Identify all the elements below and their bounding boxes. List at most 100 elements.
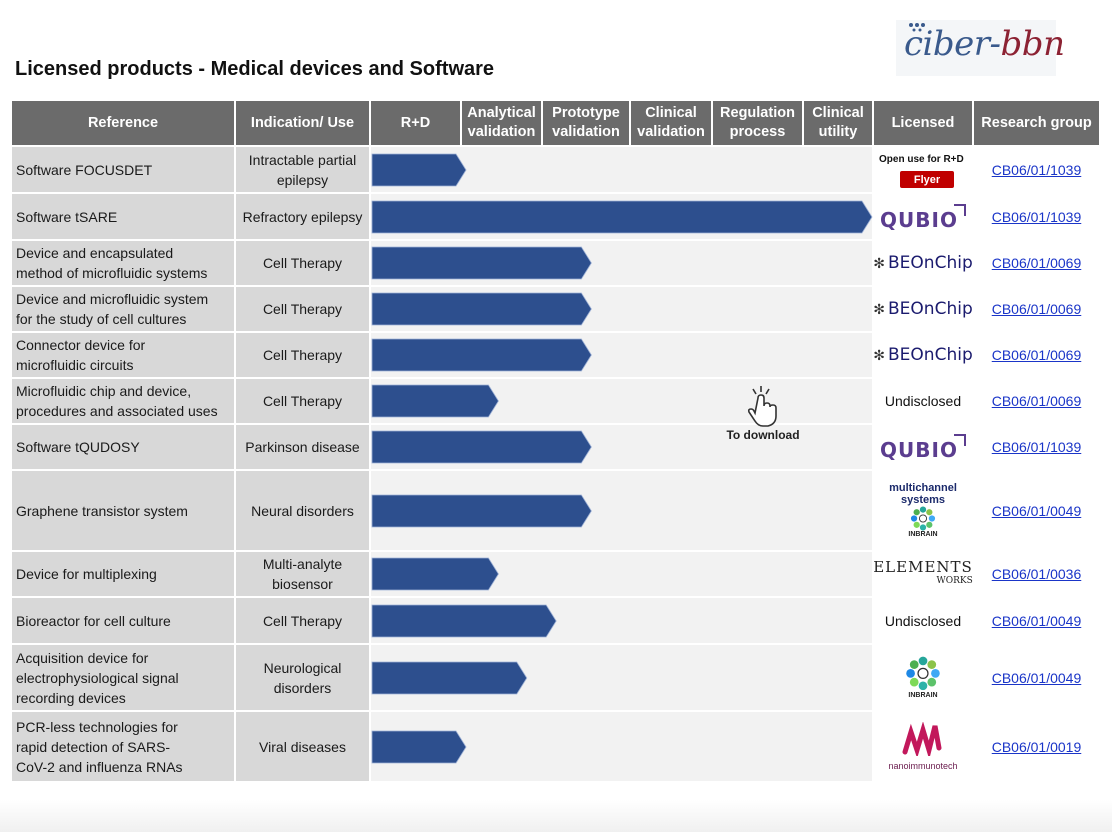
row-reference: Device for multiplexing [12, 552, 234, 596]
research-group-link[interactable]: CB06/01/0069 [991, 301, 1082, 317]
download-link[interactable]: To download [716, 382, 810, 444]
logo-text: ciber-bbn [904, 24, 1065, 64]
header-licensed: Licensed [874, 101, 972, 145]
header-reference-line: Reference [87, 114, 159, 131]
qubio-logo-wrap: QUBIO [880, 203, 966, 232]
progress-arrow-shape [371, 730, 467, 763]
row-research-group: CB06/01/0069 [974, 379, 1099, 423]
progress-arrow-shape [371, 246, 592, 280]
header-reference-text: Reference [88, 114, 158, 133]
research-group-link[interactable]: CB06/01/0069 [991, 347, 1082, 363]
row-indication: Refractory epilepsy [236, 194, 369, 239]
progress-arrow-shape [371, 661, 528, 694]
header-regulation-process-line: process [729, 124, 786, 140]
research-group-link[interactable]: CB06/01/0019 [991, 738, 1082, 755]
reference-line: Connector device for [16, 337, 146, 353]
reference-line: recording devices [16, 689, 126, 706]
progress-arrow [371, 200, 873, 233]
reference-line: CoV-2 and influenza RNAs [16, 758, 183, 775]
header-analytical-validation: Analytical validation [462, 101, 541, 145]
research-group-link[interactable]: CB06/01/1039 [991, 208, 1082, 225]
progress-arrow [371, 384, 499, 418]
flyer-button[interactable]: Flyer [900, 171, 954, 188]
reference-line: Device and encapsulated [16, 245, 174, 261]
header-prototype-validation-line: validation [552, 124, 620, 140]
row-licensee: QUBIO [874, 194, 972, 239]
reference-line: for the study of cell cultures [16, 311, 187, 327]
row-research-group: CB06/01/0069 [974, 333, 1099, 377]
research-group-link[interactable]: CB06/01/0069 [991, 393, 1082, 409]
row-reference: Device and microfluidic system for the st… [12, 287, 234, 331]
indication-text: Viral diseases [259, 737, 346, 757]
indication-line: Cell Therapy [262, 347, 343, 363]
row-licensee: INBRAIN [874, 645, 972, 710]
row-licensee: QUBIO [874, 425, 972, 469]
indication-text: Parkinson disease [245, 437, 359, 457]
row-indication: Cell Therapy [236, 287, 369, 331]
header-indication-text: Indication/ Use [251, 114, 354, 133]
elements-logo-text: ELEMENTS [873, 558, 973, 576]
row-research-group: CB06/01/1039 [974, 147, 1099, 192]
row-licensee: Undisclosed [874, 598, 972, 643]
indication-text: Cell Therapy [263, 253, 342, 273]
indication-text: Cell Therapy [263, 299, 342, 319]
progress-arrow [371, 494, 592, 527]
indication-text: Cell Therapy [263, 611, 342, 631]
row-indication: Cell Therapy [236, 241, 369, 285]
header-analytical-validation-line: Analytical [467, 105, 536, 121]
research-group-link[interactable]: CB06/01/0049 [991, 669, 1082, 686]
indication-line: Intractable partial [248, 151, 357, 168]
header-research-group: Research group [974, 101, 1099, 145]
row-reference: Software FOCUSDET [12, 147, 234, 192]
row-indication: Multi-analyte biosensor [236, 552, 369, 596]
row-research-group: CB06/01/0069 [974, 241, 1099, 285]
reference-text: Software FOCUSDET [16, 160, 152, 180]
header-licensed-line: Licensed [891, 114, 955, 131]
research-group-link[interactable]: CB06/01/0036 [991, 566, 1082, 582]
research-group-link[interactable]: CB06/01/1039 [991, 161, 1082, 178]
row-indication: Cell Therapy [236, 379, 369, 423]
header-licensed-text: Licensed [892, 114, 955, 133]
header-clinical-utility-line: Clinical [812, 105, 864, 121]
row-licensee: ✻ BEOnChip [873, 241, 973, 285]
qubio-logo-wrap: QUBIO [880, 434, 966, 460]
page-title: Licensed products - Medical devices and … [15, 58, 495, 80]
nanoimmunotech-text: nanoimmunotech [888, 761, 958, 771]
header-clinical-utility-text: Clinical utility [812, 104, 864, 142]
qubio-logo: QUBIO [880, 207, 958, 232]
reference-line: Bioreactor for cell culture [16, 612, 171, 629]
beonchip-logo-text: BEOnChip [888, 345, 973, 365]
inbrain-text: INBRAIN [908, 691, 938, 699]
row-licensee: ✻ BEOnChip [873, 287, 973, 331]
qubio-square-icon [953, 203, 966, 216]
progress-arrow-shape [371, 494, 592, 527]
reference-text: Acquisition device for electrophysiologic… [16, 648, 179, 708]
header-regulation-process-text: Regulation process [720, 104, 795, 142]
indication-text: Cell Therapy [263, 345, 342, 365]
beonchip-star-icon: ✻ [873, 255, 886, 271]
indication-line: Cell Therapy [262, 612, 343, 629]
beonchip-logo-text: BEOnChip [888, 299, 973, 319]
row-licensee: nanoimmunotech [874, 712, 972, 781]
row-reference: Device and encapsulated method of microfl… [12, 241, 234, 285]
beonchip-logo-text: BEOnChip [888, 253, 973, 273]
indication-text: Refractory epilepsy [243, 207, 363, 227]
progress-arrow [371, 246, 592, 280]
inbrain-logo: INBRAIN [905, 505, 941, 540]
header-reference: Reference [12, 101, 234, 145]
reference-line: Device for multiplexing [16, 566, 157, 582]
progress-arrow-shape [371, 604, 557, 637]
research-group-link[interactable]: CB06/01/1039 [991, 439, 1082, 455]
research-group-link[interactable]: CB06/01/0049 [991, 502, 1082, 519]
licensee-undisclosed: Undisclosed [884, 393, 962, 409]
indication-text: Neurological disorders [264, 658, 342, 698]
multichannel-logo: multichannel systems [889, 481, 957, 506]
header-research-group-text: Research group [981, 114, 1091, 133]
research-group-link[interactable]: CB06/01/0049 [991, 612, 1082, 629]
progress-arrow [371, 661, 528, 694]
row-research-group: CB06/01/0069 [974, 287, 1099, 331]
research-group-link[interactable]: CB06/01/0069 [991, 255, 1082, 271]
bottom-shade [0, 800, 1112, 832]
row-reference: Graphene transistor system [12, 471, 234, 550]
indication-line: Viral diseases [259, 738, 346, 755]
